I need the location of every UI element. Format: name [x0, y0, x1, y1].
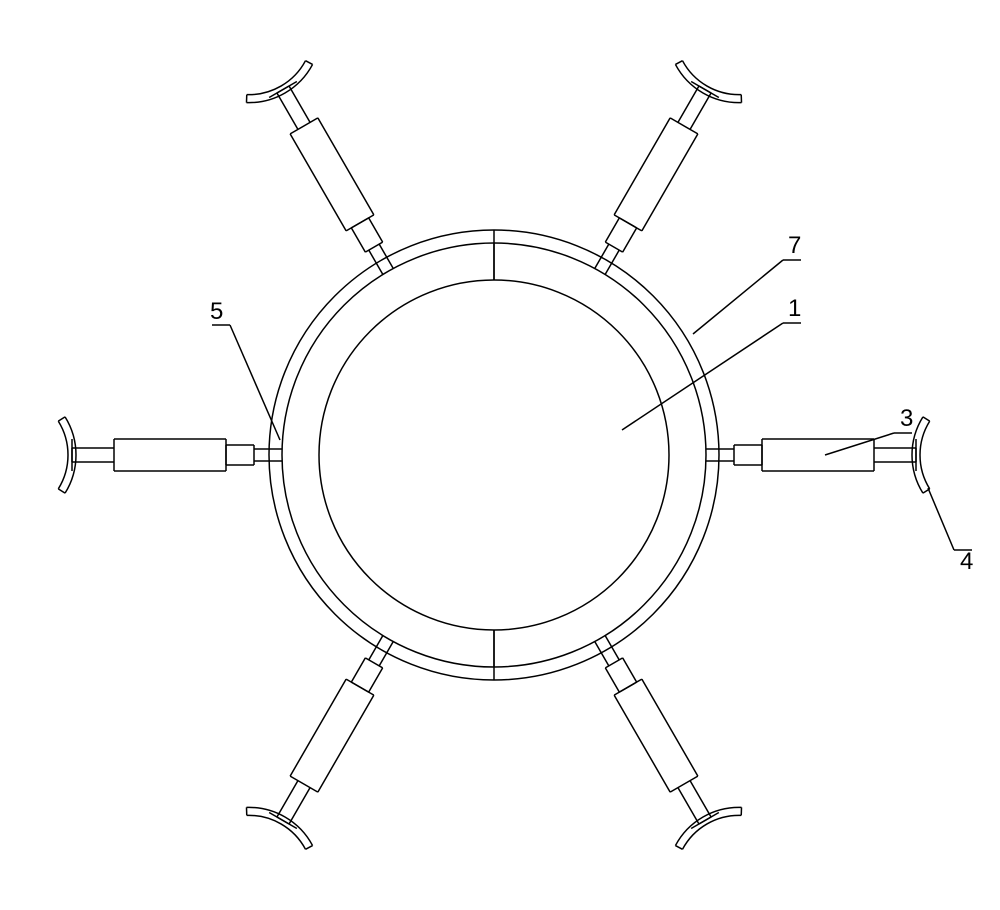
callout-label-3: 3	[900, 405, 913, 433]
callout-label-4: 4	[960, 548, 973, 576]
callout-label-7: 7	[788, 232, 801, 260]
callout-label-5: 5	[210, 298, 223, 326]
callout-label-1: 1	[788, 295, 801, 323]
engineering-diagram	[0, 0, 1000, 910]
